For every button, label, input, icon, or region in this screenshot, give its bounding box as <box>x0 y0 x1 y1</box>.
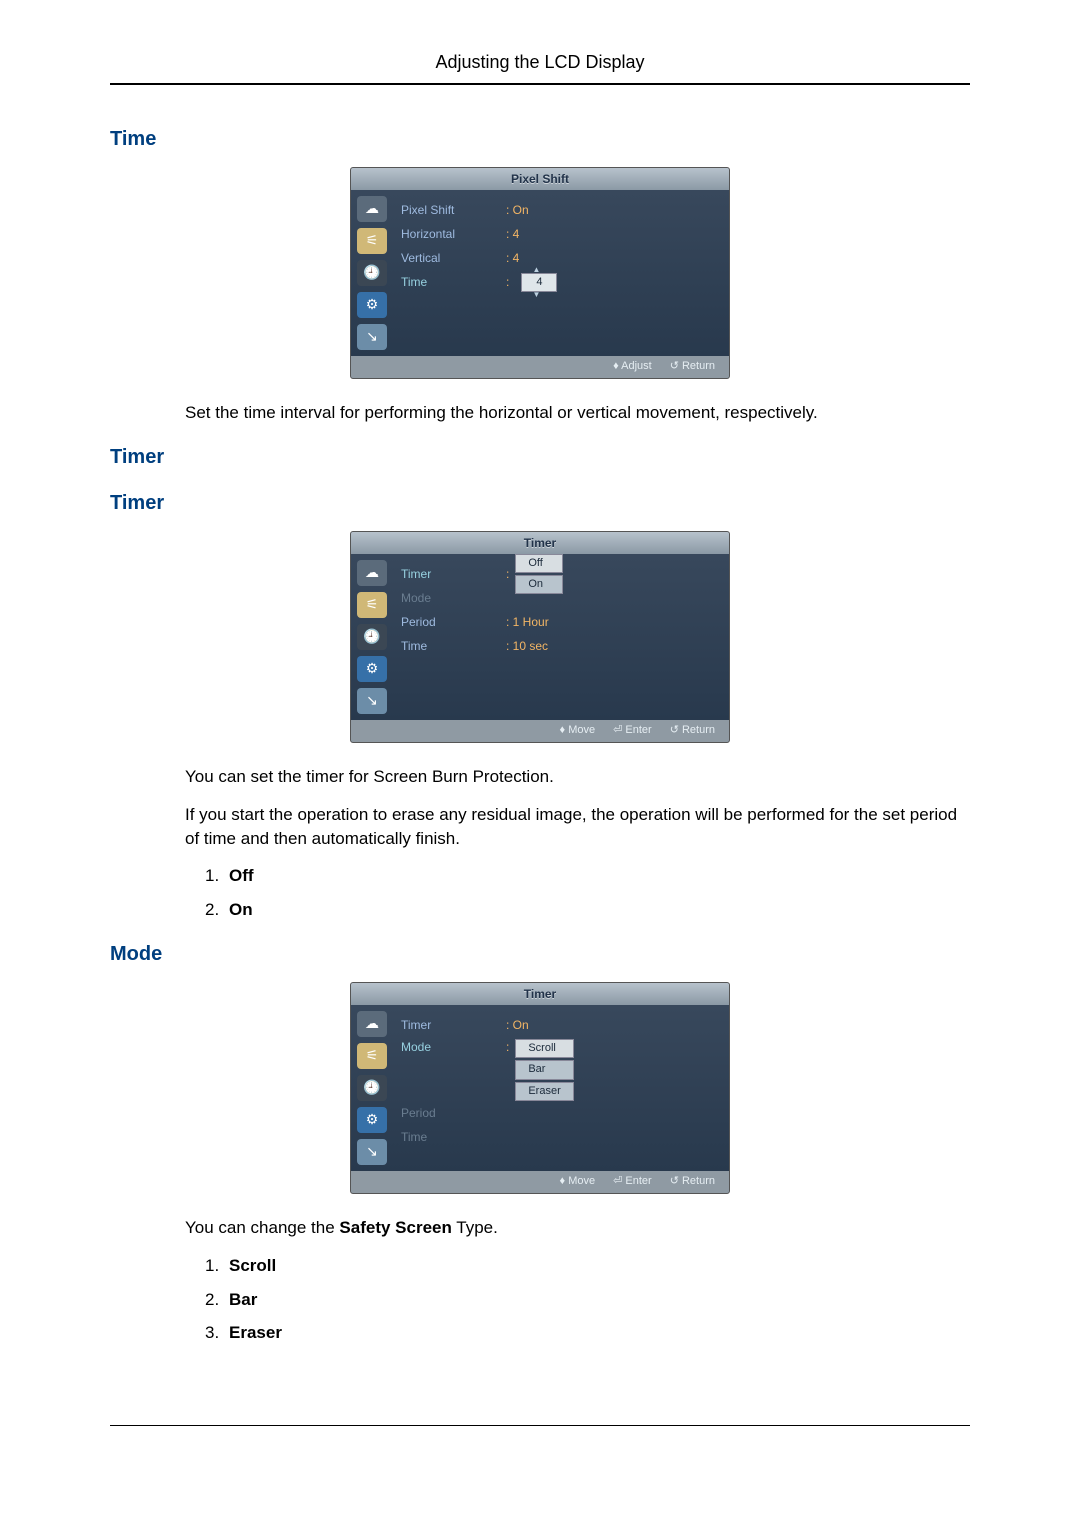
osd-footer-return: ↺ Return <box>670 1174 715 1189</box>
cloud-icon: ☁ <box>357 560 387 586</box>
osd-row-label: Time <box>401 1129 506 1146</box>
list-num: 1. <box>205 864 229 888</box>
osd-row-label: Mode <box>401 590 506 607</box>
arrow-icon: ↘ <box>357 1139 387 1165</box>
osd-icon-column: ☁ ⚟ 🕘 ⚙ ↘ <box>351 1005 395 1171</box>
section-heading-timer-2: Timer <box>110 489 970 517</box>
osd-row-value: : 10 sec <box>506 638 548 655</box>
osd-row-value: : On <box>506 202 529 219</box>
osd-footer-enter: ⏎ Enter <box>613 1174 652 1189</box>
footer-rule <box>110 1425 970 1426</box>
list-item: 2.On <box>205 898 970 922</box>
osd-stepper[interactable]: ▲ 4 ▼ <box>515 267 557 298</box>
list-num: 2. <box>205 1288 229 1312</box>
mode-description: You can change the Safety Screen Type. <box>185 1216 970 1240</box>
clock-icon: 🕘 <box>357 260 387 286</box>
osd-row-label: Horizontal <box>401 226 506 243</box>
section-heading-time: Time <box>110 125 970 153</box>
timer-description-1: You can set the timer for Screen Burn Pr… <box>185 765 970 789</box>
list-label: Bar <box>229 1290 257 1309</box>
list-item: 3.Eraser <box>205 1321 970 1345</box>
gear-icon: ⚙ <box>357 292 387 318</box>
list-label: On <box>229 900 253 919</box>
osd-row-value: : 4 <box>506 250 519 267</box>
osd-icon-column: ☁ ⚟ 🕘 ⚙ ↘ <box>351 190 395 356</box>
osd-footer-move: ♦ Move <box>560 723 596 738</box>
osd-option-on[interactable]: On <box>515 575 563 594</box>
list-label: Eraser <box>229 1323 282 1342</box>
osd-title: Timer <box>351 983 729 1005</box>
list-num: 3. <box>205 1321 229 1345</box>
slider-icon: ⚟ <box>357 1043 387 1069</box>
time-description: Set the time interval for performing the… <box>185 401 970 425</box>
mode-options-list: 1.Scroll 2.Bar 3.Eraser <box>205 1254 970 1345</box>
list-item: 1.Scroll <box>205 1254 970 1278</box>
osd-row-label: Pixel Shift <box>401 202 506 219</box>
osd-title: Timer <box>351 532 729 554</box>
osd-row-value: : 4 <box>506 226 519 243</box>
slider-icon: ⚟ <box>357 592 387 618</box>
timer-description-2: If you start the operation to erase any … <box>185 803 970 851</box>
osd-footer-return: ↺ Return <box>670 723 715 738</box>
gear-icon: ⚙ <box>357 1107 387 1133</box>
mode-desc-post: Type. <box>452 1218 498 1237</box>
osd-pixel-shift: Pixel Shift ☁ ⚟ 🕘 ⚙ ↘ Pixel Shift: On Ho… <box>350 167 730 379</box>
osd-row-value: : <box>506 274 509 291</box>
osd-row-label: Period <box>401 1105 506 1122</box>
osd-row-label: Timer <box>401 1017 506 1034</box>
cloud-icon: ☁ <box>357 196 387 222</box>
osd-footer: ♦ Adjust ↺ Return <box>351 356 729 378</box>
list-num: 1. <box>205 1254 229 1278</box>
cloud-icon: ☁ <box>357 1011 387 1037</box>
osd-option-off[interactable]: Off <box>515 554 563 573</box>
slider-icon: ⚟ <box>357 228 387 254</box>
list-num: 2. <box>205 898 229 922</box>
chevron-down-icon: ▼ <box>532 292 540 298</box>
osd-row-label: Time <box>401 638 506 655</box>
osd-footer-enter: ⏎ Enter <box>613 723 652 738</box>
osd-row-label: Period <box>401 614 506 631</box>
osd-row-label: Mode <box>401 1039 506 1056</box>
list-label: Scroll <box>229 1256 276 1275</box>
osd-footer-adjust: ♦ Adjust <box>613 359 652 374</box>
mode-desc-bold: Safety Screen <box>339 1218 451 1237</box>
gear-icon: ⚙ <box>357 656 387 682</box>
osd-title: Pixel Shift <box>351 168 729 190</box>
list-label: Off <box>229 866 254 885</box>
osd-option-scroll[interactable]: Scroll <box>515 1039 573 1058</box>
osd-mode: Timer ☁ ⚟ 🕘 ⚙ ↘ Timer: On Mode : Scroll … <box>350 982 730 1194</box>
clock-icon: 🕘 <box>357 1075 387 1101</box>
osd-row-label: Time <box>401 274 506 291</box>
timer-options-list: 1.Off 2.On <box>205 864 970 922</box>
osd-option-eraser[interactable]: Eraser <box>515 1082 573 1101</box>
osd-footer: ♦ Move ⏎ Enter ↺ Return <box>351 1171 729 1193</box>
mode-desc-pre: You can change the <box>185 1218 339 1237</box>
list-item: 2.Bar <box>205 1288 970 1312</box>
osd-icon-column: ☁ ⚟ 🕘 ⚙ ↘ <box>351 554 395 720</box>
page-header: Adjusting the LCD Display <box>110 50 970 85</box>
section-heading-timer-1: Timer <box>110 443 970 471</box>
osd-footer-return: ↺ Return <box>670 359 715 374</box>
osd-footer-move: ♦ Move <box>560 1174 596 1189</box>
osd-option-bar[interactable]: Bar <box>515 1060 573 1079</box>
osd-row-value: : On <box>506 1017 529 1034</box>
osd-row-label: Vertical <box>401 250 506 267</box>
arrow-icon: ↘ <box>357 688 387 714</box>
section-heading-mode: Mode <box>110 940 970 968</box>
clock-icon: 🕘 <box>357 624 387 650</box>
osd-footer: ♦ Move ⏎ Enter ↺ Return <box>351 720 729 742</box>
osd-stepper-value: 4 <box>521 273 557 292</box>
arrow-icon: ↘ <box>357 324 387 350</box>
list-item: 1.Off <box>205 864 970 888</box>
osd-row-value: : 1 Hour <box>506 614 549 631</box>
osd-timer: Timer ☁ ⚟ 🕘 ⚙ ↘ Timer : Off On Mode Peri… <box>350 531 730 743</box>
osd-row-label: Timer <box>401 566 506 583</box>
